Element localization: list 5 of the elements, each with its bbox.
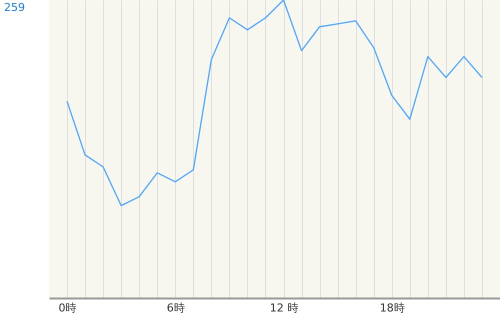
text: 259 xyxy=(4,1,25,14)
x-tick-label: 0時 xyxy=(58,302,77,314)
x-tick-label: 6時 xyxy=(166,302,185,314)
x-tick-label: 12 時 xyxy=(270,302,298,314)
x-tick-label: 18時 xyxy=(380,302,405,314)
